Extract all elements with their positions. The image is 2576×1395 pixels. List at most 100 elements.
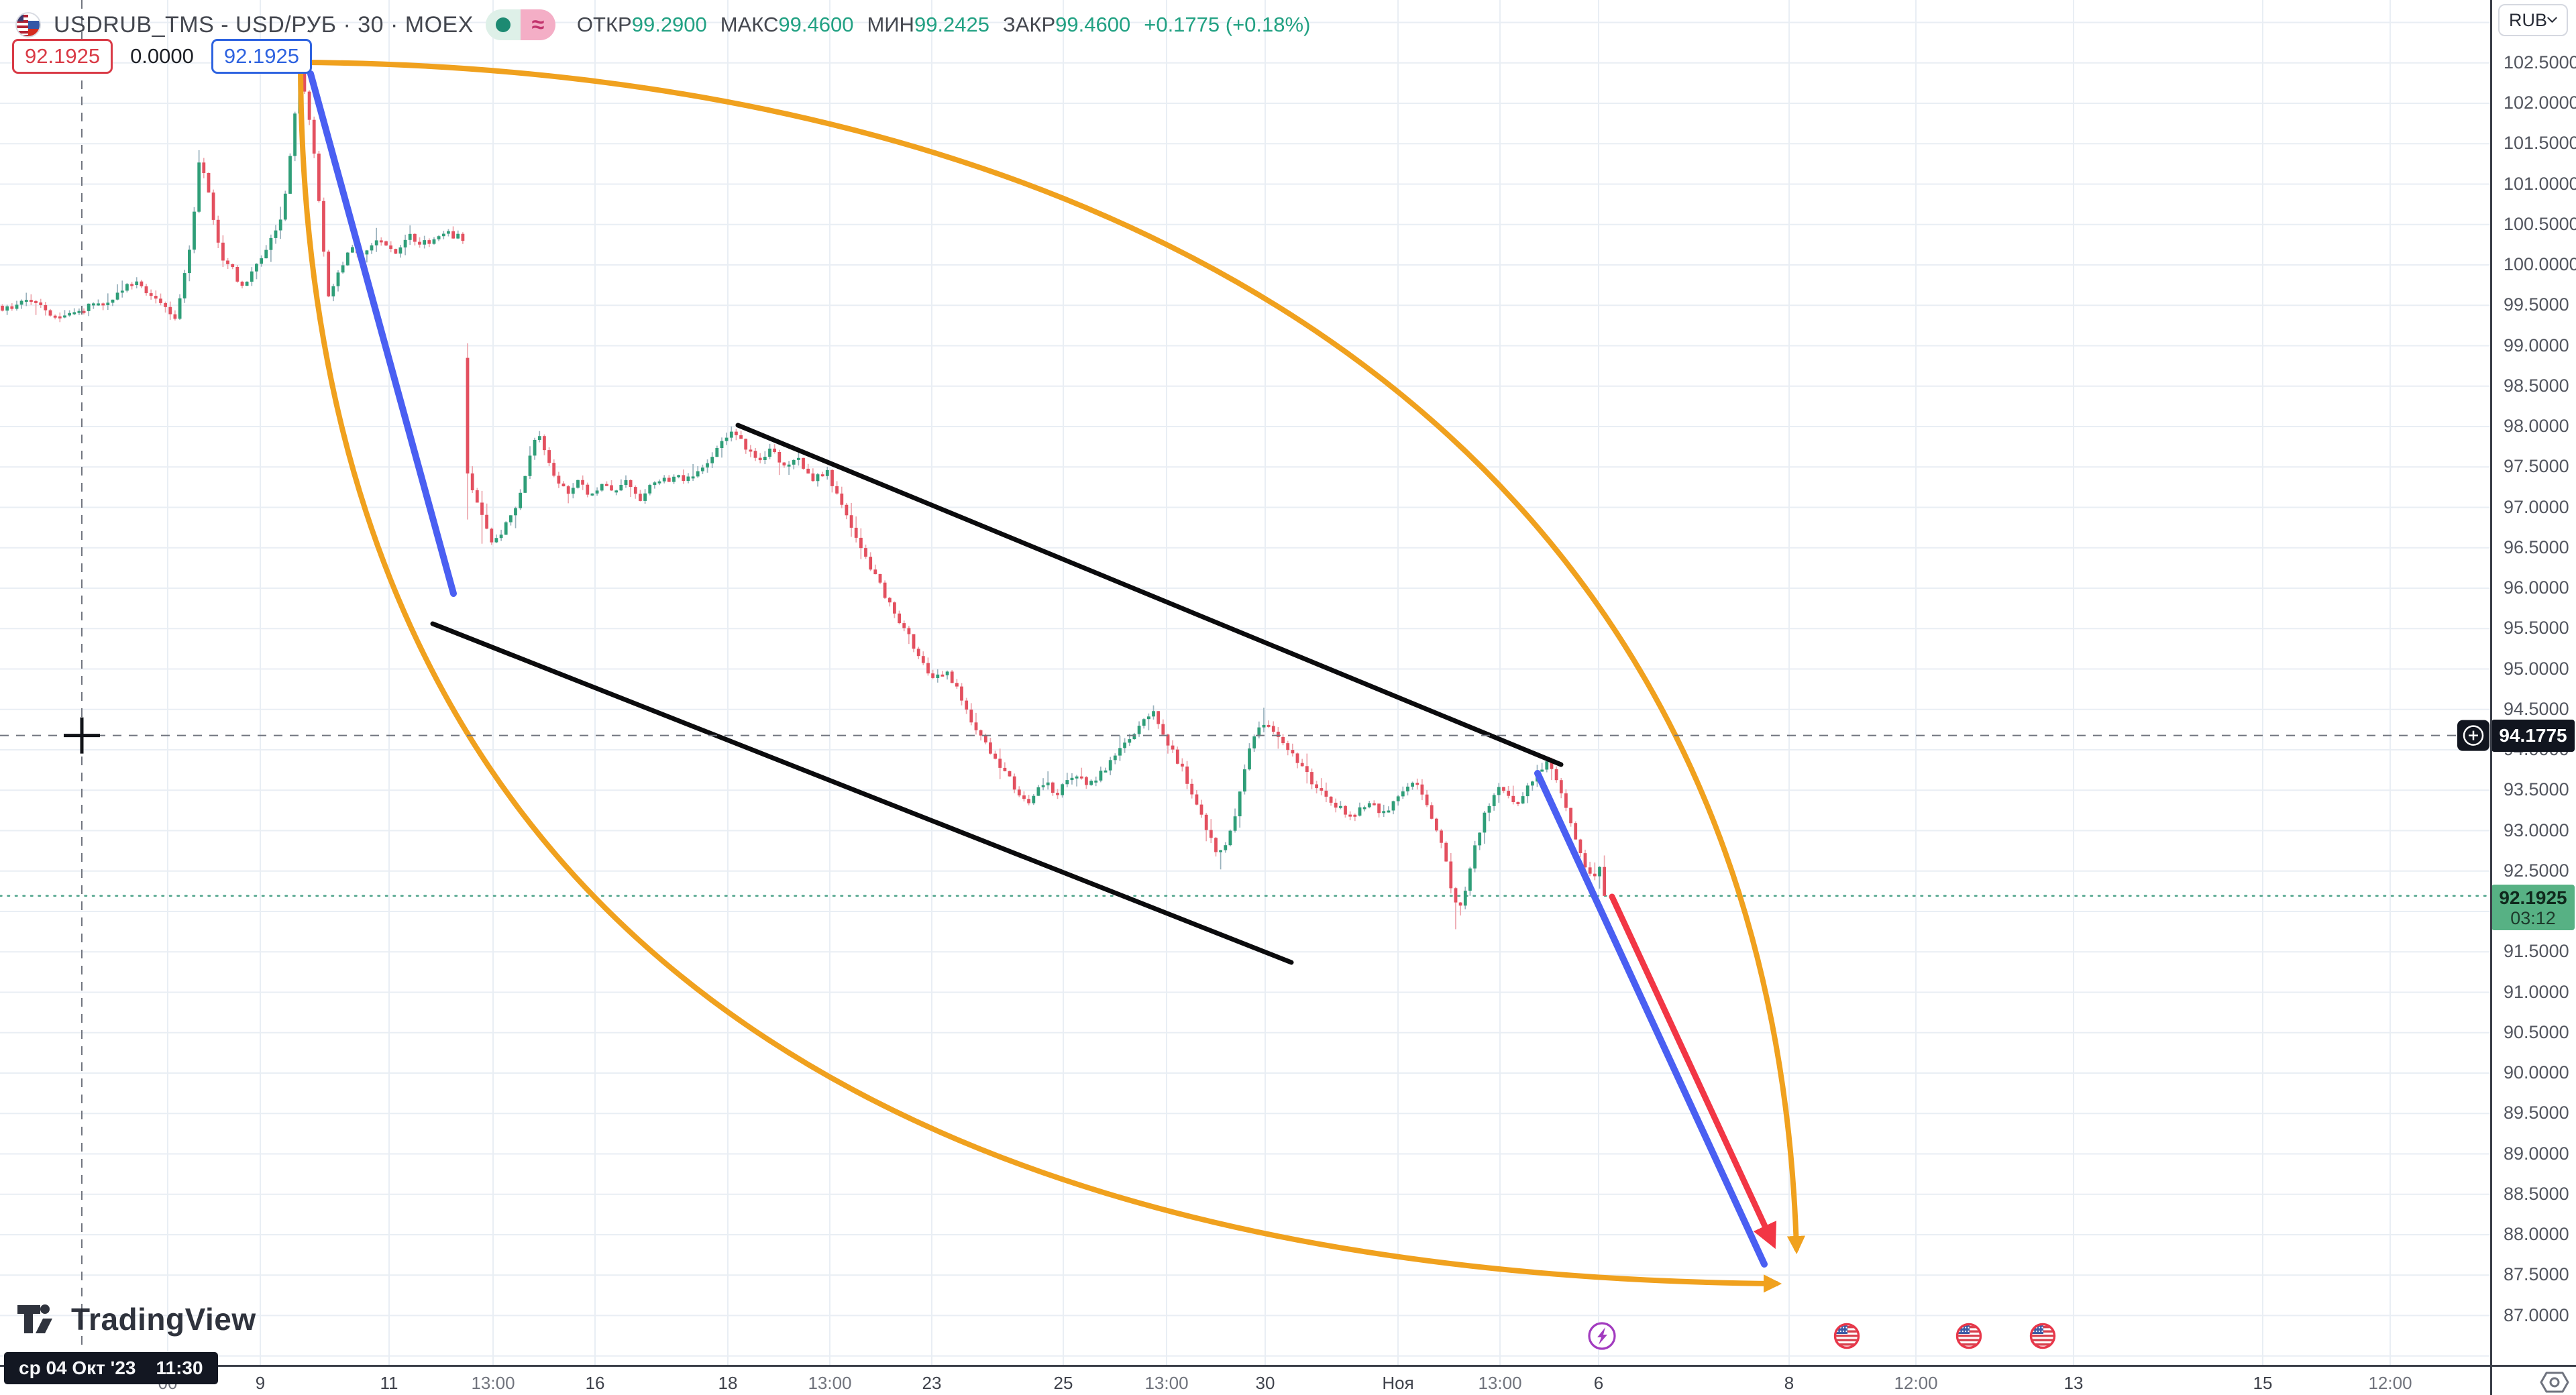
blue-impulse-line-1[interactable] [307,70,457,597]
bar-countdown: 03:12 [2510,907,2556,928]
price-tick-label: 91.0000 [2504,981,2569,1002]
currency-selector-button[interactable]: RUB [2498,4,2568,36]
add-alert-plus-button[interactable] [2457,720,2489,751]
zero-difference-value: 0.0000 [130,44,194,68]
price-tick-label: 97.0000 [2504,496,2569,517]
price-tick-label: 99.5000 [2504,294,2569,315]
approx-data-icon[interactable]: ≈ [520,9,555,40]
price-tick-label: 92.5000 [2504,860,2569,881]
time-tick-label: 13:00 [1144,1373,1189,1393]
yellow-curve-upper[interactable] [298,60,1806,1255]
usdrub-flag-icon [15,12,41,38]
currency-label: RUB [2509,9,2548,30]
ohlc-readout: ОТКР99.2900 МАКС99.4600 МИН99.2425 ЗАКР99.4… [577,13,1310,37]
time-tick-label: 12:00 [1894,1373,1938,1393]
market-status-chips[interactable]: ≈ [485,9,555,40]
us-flag-event-icon[interactable] [2029,1323,2056,1349]
price-tick-label: 101.5000 [2504,133,2576,154]
us-flag-event-icon[interactable] [1955,1323,1982,1349]
yellow-curve-lower[interactable] [298,60,1782,1293]
drawing-annotations[interactable] [298,60,1806,1293]
price-tick-label: 102.5000 [2504,52,2576,72]
change-value: +0.1775 (+0.18%) [1144,13,1311,36]
drawing-price-labels: 92.1925 0.0000 92.1925 [12,39,312,74]
symbol-header: USDRUB_TMS - USD/РУБ · 30 · MOEX ≈ ОТКР9… [15,9,1310,40]
event-markers [1588,1322,2056,1350]
blue-impulse-line-2[interactable] [1534,770,1768,1268]
time-tick-label: 6 [1593,1373,1604,1393]
price-tick-label: 100.0000 [2504,254,2576,274]
chevron-down-icon [2547,17,2557,23]
price-tick-label: 90.0000 [2504,1062,2569,1082]
chart-canvas[interactable] [0,0,2490,1365]
price-tick-label: 93.5000 [2504,779,2569,800]
price-tick-label: 88.0000 [2504,1224,2569,1244]
time-tick-label: 13:00 [471,1373,515,1393]
time-tick-label: 8 [1784,1373,1794,1393]
price-tick-label: 93.0000 [2504,820,2569,840]
price-tick-label: 95.0000 [2504,658,2569,679]
crosshair-time-tooltip: ср 04 Окт '23 11:30 [4,1352,218,1384]
tradingview-watermark: TradingView [16,1300,256,1339]
timezone-settings-icon[interactable] [2540,1369,2569,1395]
time-tick-label: 15 [2253,1373,2273,1393]
time-tick-label: 11 [380,1373,398,1393]
price-tick-label: 90.5000 [2504,1021,2569,1042]
price-tick-label: 98.0000 [2504,416,2569,436]
economic-event-lightning-icon[interactable] [1588,1322,1616,1350]
price-tick-label: 94.5000 [2504,698,2569,719]
price-tick-label: 88.5000 [2504,1183,2569,1204]
price-axis[interactable]: RUB 94.1775 92.1925 03:12 102.5000 102.00… [2490,0,2576,1365]
time-tick-label: 13 [2063,1373,2084,1393]
ohlc-item: МАКС99.4600 [720,13,854,36]
time-tick-label: Ноя [1382,1373,1414,1393]
red-price-box[interactable]: 92.1925 [12,39,113,74]
price-tick-label: 89.5000 [2504,1103,2569,1123]
price-tick-label: 97.5000 [2504,456,2569,477]
last-price-value: 92.1925 [2499,887,2567,908]
price-tick-label: 102.0000 [2504,93,2576,113]
price-tick-label: 87.5000 [2504,1264,2569,1285]
red-projection-arrow[interactable] [1609,893,1777,1249]
watermark-text: TradingView [71,1302,256,1337]
time-tick-label: 18 [718,1373,738,1393]
candlestick-series [1,64,1606,930]
crosshair-price-tag: 94.1775 [2491,719,2575,752]
price-tick-label: 91.5000 [2504,941,2569,962]
price-tick-label: 96.5000 [2504,537,2569,557]
price-axis-separator [2490,0,2492,1395]
price-tick-label: 99.0000 [2504,335,2569,355]
us-flag-event-icon[interactable] [1833,1323,1860,1349]
price-tick-label: 96.0000 [2504,577,2569,598]
crosshair [0,0,2490,1365]
symbol-title[interactable]: USDRUB_TMS - USD/РУБ · 30 · MOEX [54,11,474,38]
time-tick-label: 23 [922,1373,942,1393]
time-tick-label: 30 [1255,1373,1275,1393]
ohlc-item: ОТКР99.2900 [576,13,707,36]
time-tick-label: 13:00 [808,1373,852,1393]
time-tick-label: 13:00 [1478,1373,1522,1393]
time-tick-label: 12:00 [2368,1373,2412,1393]
price-tick-label: 89.0000 [2504,1143,2569,1164]
market-open-status-icon[interactable] [485,9,521,40]
price-tick-label: 87.0000 [2504,1304,2569,1325]
time-tick-label: 9 [255,1373,266,1393]
tooltip-time: 11:30 [156,1357,203,1378]
price-tick-label: 95.5000 [2504,618,2569,638]
price-tick-label: 98.5000 [2504,375,2569,396]
price-tick-label: 100.5000 [2504,213,2576,234]
channel-upper-line[interactable] [735,423,1564,767]
ohlc-item: ЗАКР99.4600 [1003,13,1131,36]
price-tick-label: 101.0000 [2504,173,2576,194]
time-axis[interactable]: 0091113:00161813:00232513:0030Ноя13:0068… [0,1365,2576,1395]
grid [0,0,2490,1365]
tooltip-date: ср 04 Окт '23 [19,1357,136,1378]
blue-price-box[interactable]: 92.1925 [211,39,312,74]
last-price-tag: 92.1925 03:12 [2491,884,2575,930]
time-tick-label: 25 [1053,1373,1073,1393]
ohlc-item: МИН99.2425 [867,13,990,36]
time-tick-label: 16 [585,1373,605,1393]
tradingview-logo-icon [17,1304,52,1333]
channel-lower-line[interactable] [430,621,1294,965]
